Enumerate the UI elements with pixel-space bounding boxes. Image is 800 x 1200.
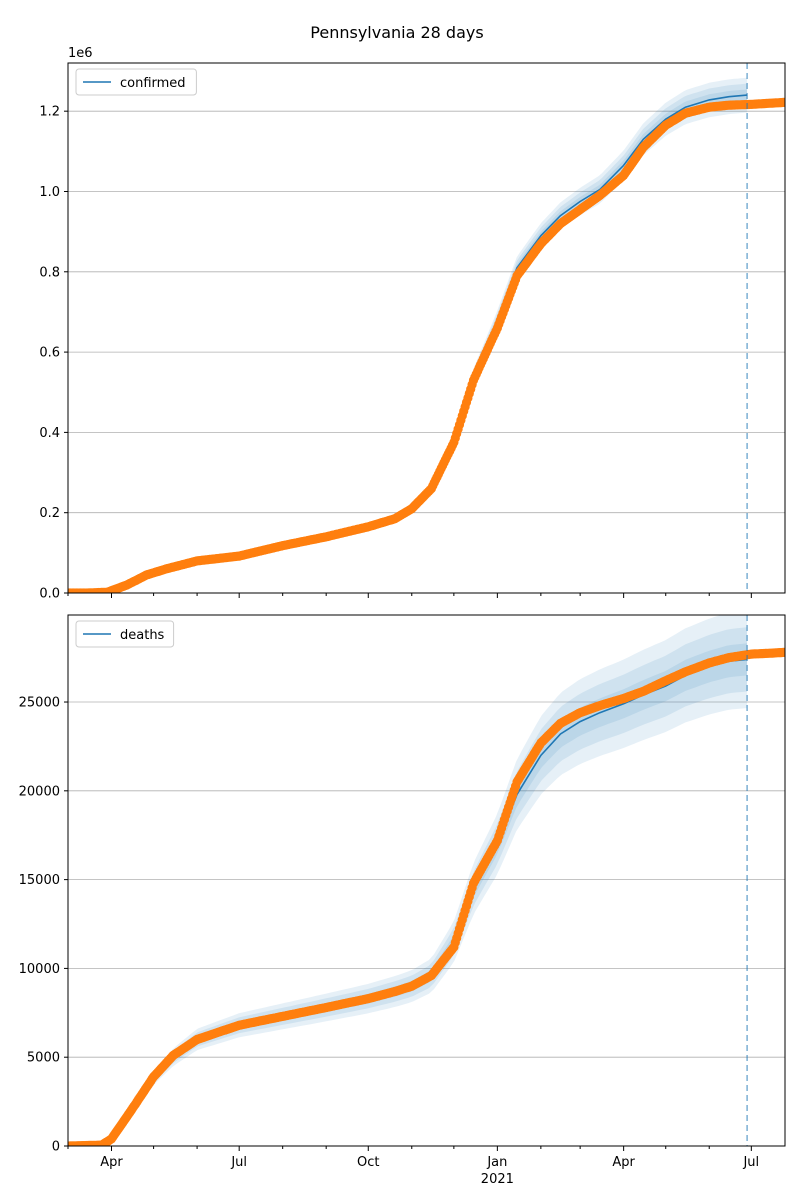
chart-panel-2: 0 5000 10000 15000 20000 25000 deaths — [19, 614, 786, 1155]
uncertainty-band-2 — [368, 83, 748, 528]
y-tick-label: 0.0 — [39, 587, 60, 602]
uncertainty-band-1 — [368, 77, 748, 528]
y-tick-label: 10000 — [19, 962, 60, 977]
y-tick-label: 1.2 — [39, 105, 60, 120]
y-tick-label: 0.4 — [39, 426, 60, 441]
y-tick-label: 15000 — [19, 873, 60, 888]
uncertainty-band-3 — [368, 89, 748, 528]
legend: confirmed — [75, 68, 197, 96]
x-tick-label: Jul — [230, 1155, 247, 1170]
y-tick-label: 20000 — [19, 784, 60, 799]
axes-frame — [67, 62, 786, 594]
observed-point — [780, 97, 785, 107]
y-tick-label: 0.8 — [39, 265, 60, 280]
legend-label: confirmed — [120, 76, 186, 91]
y-tick-label: 5000 — [27, 1051, 60, 1066]
y-tick-label: 25000 — [19, 696, 60, 711]
legend-label: deaths — [120, 628, 165, 643]
figure-title: Pennsylvania 28 days — [310, 23, 483, 42]
y-tick-label: 1.0 — [39, 185, 60, 200]
x-tick-label: Jan — [486, 1155, 507, 1170]
observed-point — [780, 647, 785, 657]
y-tick-label: 0 — [52, 1140, 60, 1155]
legend-box — [75, 620, 175, 648]
chart-panel-1: 0.0 0.2 0.4 0.6 0.8 1.0 1.2 1e6 confirmed — [39, 46, 786, 602]
axes-frame — [67, 614, 786, 1147]
y-offset-label: 1e6 — [68, 46, 93, 61]
uncertainty-band-1 — [131, 615, 748, 1116]
series-line-confirmed — [68, 94, 748, 593]
x-tick-label: Oct — [357, 1155, 379, 1170]
observed-series — [68, 97, 785, 593]
y-tick-label: 0.2 — [39, 506, 60, 521]
x-tick-label: Apr — [100, 1155, 123, 1170]
uncertainty-band-3 — [131, 643, 748, 1115]
x-tick-label: Apr — [612, 1155, 635, 1170]
legend: deaths — [75, 620, 175, 648]
x-year-label: 2021 — [481, 1172, 514, 1187]
y-tick-label: 0.6 — [39, 346, 60, 361]
observed-series — [68, 647, 785, 1146]
x-tick-label: Jul — [742, 1155, 759, 1170]
legend-box — [75, 68, 197, 96]
